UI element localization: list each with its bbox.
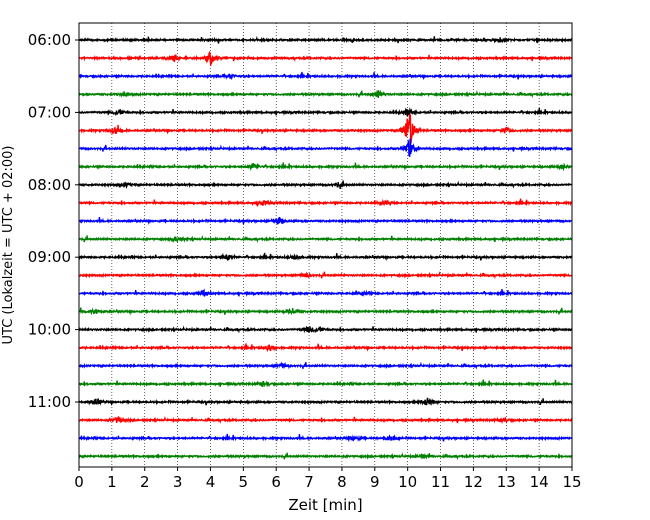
x-tick-label: 10 (398, 473, 417, 491)
trace-07:30 (78, 138, 573, 157)
x-tick-label: 8 (337, 473, 347, 491)
y-axis-ticks: 06:00 07:00 08:00 09:00 10:00 11:00 (28, 31, 79, 411)
trace-09:45 (78, 307, 573, 316)
trace-11:15 (78, 415, 573, 425)
plot-frame (78, 22, 573, 468)
trace-11:00 (78, 397, 573, 407)
trace-10:00 (78, 325, 573, 334)
y-tick-label: 07:00 (28, 103, 71, 121)
trace-09:15 (78, 271, 573, 280)
seismic-traces (78, 35, 573, 461)
trace-10:15 (78, 343, 573, 353)
trace-06:00 (78, 35, 573, 44)
trace-08:30 (78, 216, 573, 226)
x-tick-label: 14 (530, 473, 549, 491)
x-tick-label: 4 (206, 473, 216, 491)
trace-07:00 (78, 107, 573, 117)
trace-09:00 (78, 252, 573, 262)
y-axis-label: UTC (Lokalzeit = UTC + 02:00) (1, 146, 16, 345)
trace-08:00 (78, 180, 573, 190)
x-tick-label: 6 (271, 473, 281, 491)
y-tick-label: 09:00 (28, 248, 71, 266)
trace-10:30 (78, 361, 573, 370)
x-tick-label: 3 (173, 473, 183, 491)
y-tick-label: 06:00 (28, 31, 71, 49)
x-tick-label: 9 (370, 473, 380, 491)
x-axis-ticks: 0 1 2 3 4 5 6 7 8 9 10 11 12 13 14 15 (74, 467, 582, 491)
trace-11:45 (78, 452, 573, 461)
trace-06:45 (78, 89, 573, 99)
trace-08:45 (78, 234, 573, 244)
x-tick-label: 1 (107, 473, 117, 491)
trace-06:30 (78, 71, 573, 81)
x-tick-label: 2 (140, 473, 150, 491)
x-axis-label: Zeit [min] (288, 496, 362, 514)
y-tick-label: 08:00 (28, 176, 71, 194)
x-tick-label: 15 (562, 473, 581, 491)
x-tick-label: 13 (497, 473, 516, 491)
trace-07:45 (78, 162, 573, 172)
x-tick-label: 7 (304, 473, 314, 491)
x-tick-label: 11 (431, 473, 450, 491)
trace-11:30 (78, 433, 573, 443)
trace-08:15 (78, 198, 573, 207)
y-tick-label: 10:00 (28, 321, 71, 339)
x-tick-label: 5 (239, 473, 249, 491)
y-tick-label: 11:00 (28, 393, 71, 411)
x-tick-label: 0 (74, 473, 84, 491)
trace-07:15 (78, 114, 573, 144)
trace-06:15 (78, 51, 573, 66)
vertical-gridlines (111, 23, 540, 467)
x-tick-label: 12 (464, 473, 483, 491)
trace-10:45 (78, 379, 573, 388)
trace-09:30 (78, 288, 573, 297)
